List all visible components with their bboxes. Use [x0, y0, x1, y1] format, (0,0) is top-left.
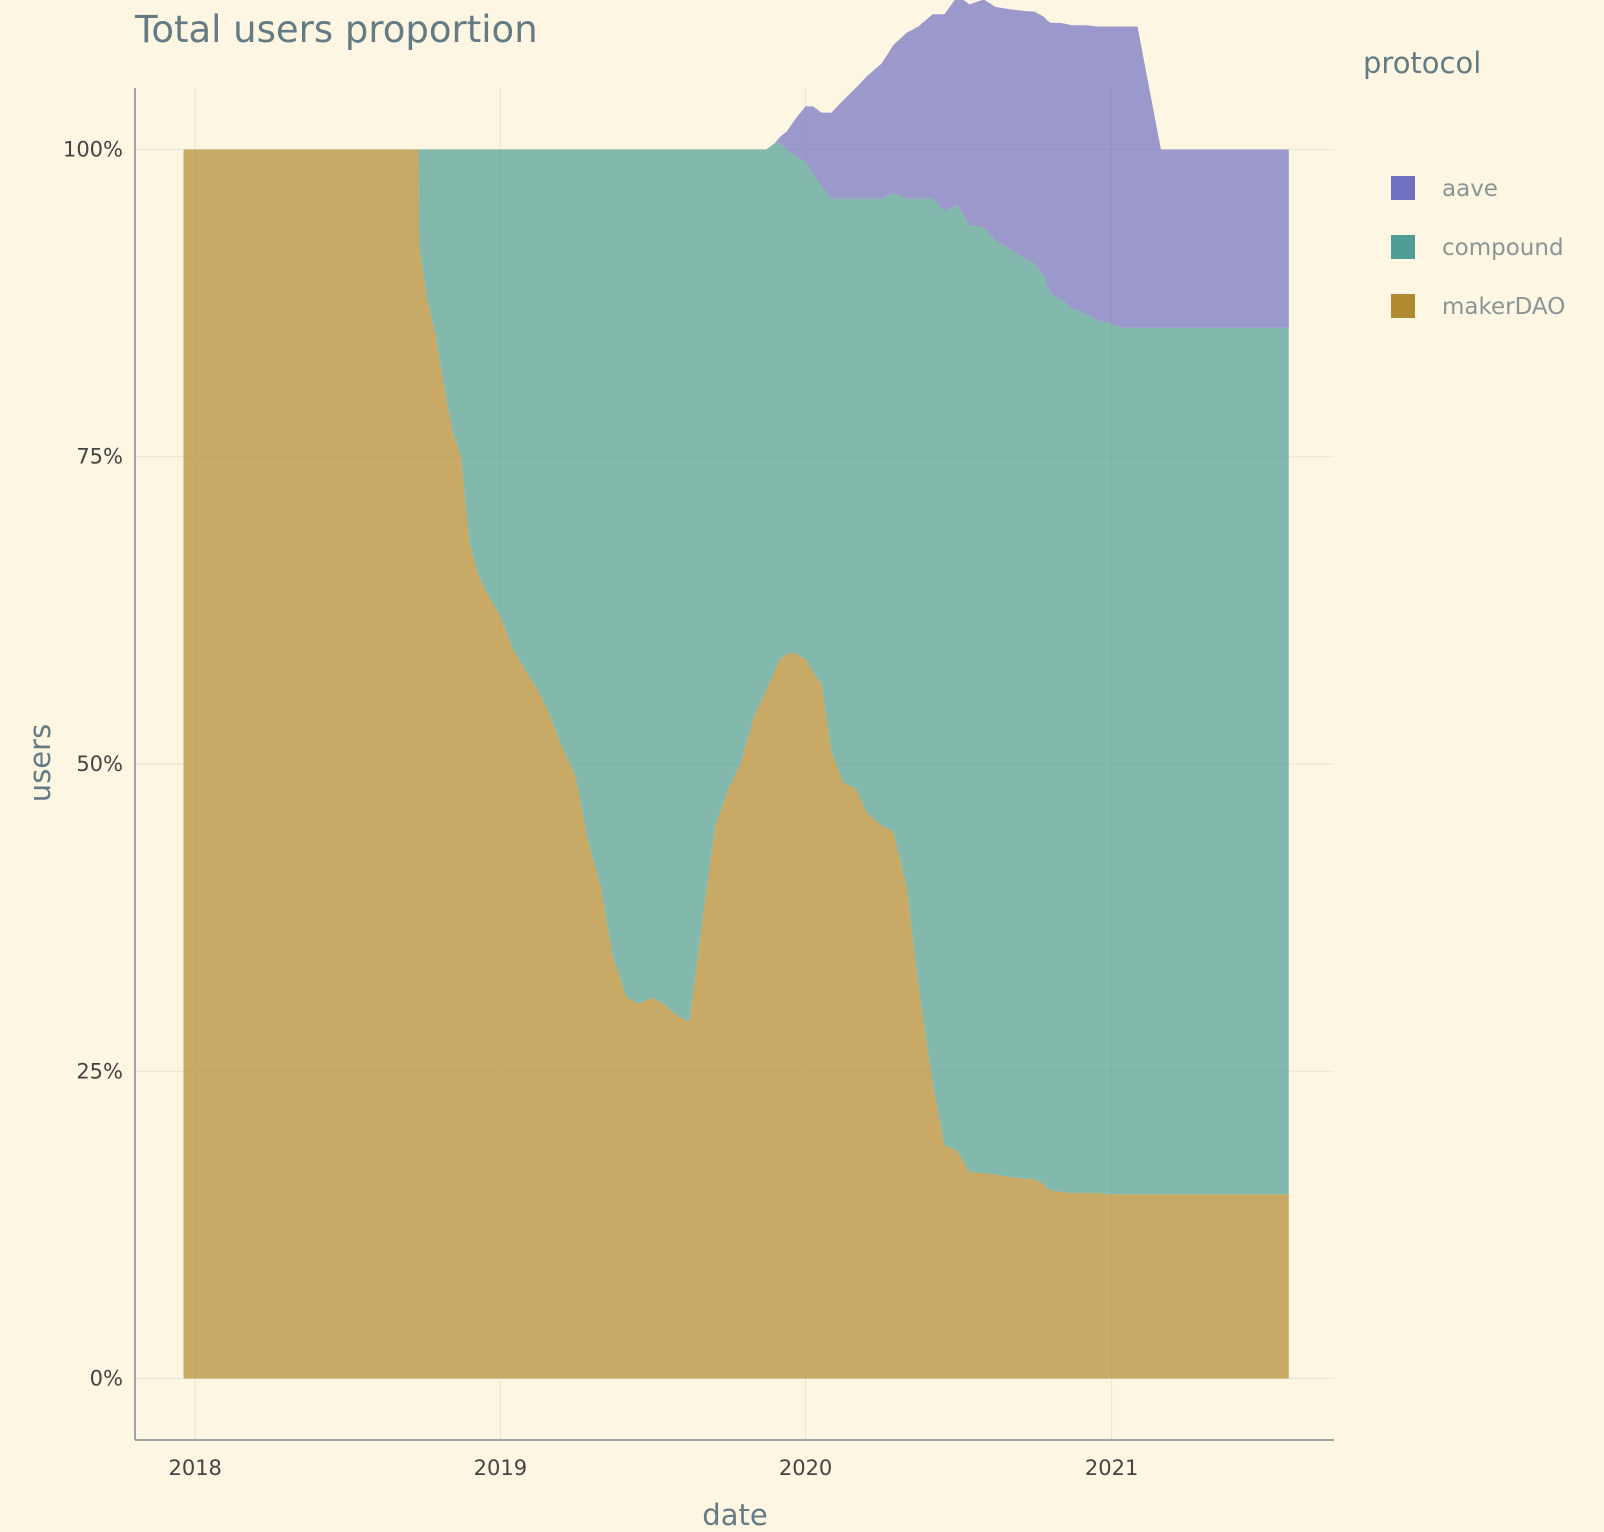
chart-title: Total users proportion [134, 8, 538, 51]
area-series-group [183, 0, 1289, 1379]
legend-label-aave: aave [1442, 176, 1498, 202]
y-tick-label: 0% [90, 1367, 123, 1391]
legend-label-makerDAO: makerDAO [1442, 294, 1565, 320]
legend-swatch-compound [1391, 235, 1415, 259]
legend: protocol aave compound makerDAO [1363, 46, 1565, 320]
legend-item-makerDAO[interactable]: makerDAO [1391, 294, 1565, 320]
tick-labels: 0% 25% 50% 75% 100% 2018 2019 2020 2021 [63, 137, 1138, 1480]
x-tick-label: 2020 [779, 1456, 832, 1480]
y-tick-label: 25% [76, 1059, 123, 1083]
x-tick-label: 2018 [168, 1456, 221, 1480]
y-tick-label: 75% [76, 445, 123, 469]
area-series-makerDAO[interactable] [183, 149, 1289, 1379]
area-series-aave[interactable] [183, 0, 1289, 328]
y-axis-title: users [23, 724, 57, 802]
x-tick-label: 2019 [474, 1456, 527, 1480]
y-tick-label: 100% [63, 137, 123, 161]
area-series-compound[interactable] [183, 143, 1289, 1195]
y-tick-label: 50% [76, 752, 123, 776]
legend-label-compound: compound [1442, 235, 1564, 261]
legend-item-compound[interactable]: compound [1391, 235, 1564, 261]
x-axis-title: date [702, 1498, 767, 1532]
legend-item-aave[interactable]: aave [1391, 176, 1498, 202]
axes [134, 88, 1334, 1441]
x-tick-label: 2021 [1085, 1456, 1138, 1480]
legend-swatch-aave [1391, 176, 1415, 200]
legend-swatch-makerDAO [1391, 294, 1415, 318]
legend-title: protocol [1363, 46, 1481, 80]
